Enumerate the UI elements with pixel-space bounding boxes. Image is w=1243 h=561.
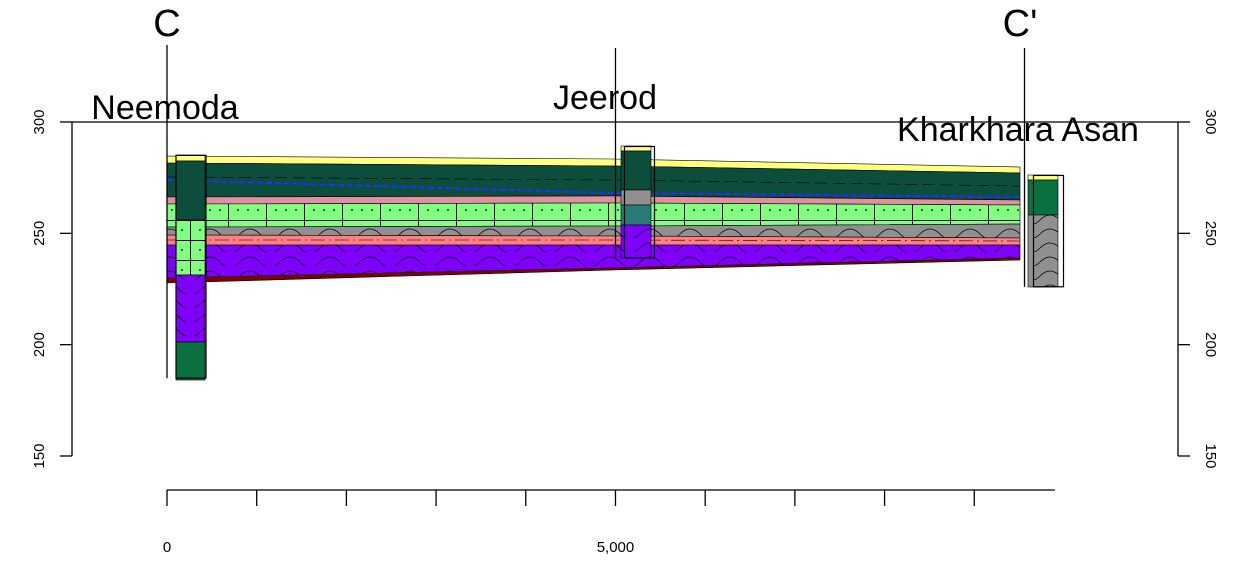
section-label: C <box>153 3 180 45</box>
y-tick-label: 150 <box>1202 443 1219 468</box>
y-tick-label: 250 <box>1202 221 1219 246</box>
y-tick-label: 200 <box>31 332 48 357</box>
well-unit <box>620 224 652 259</box>
x-tick-label: 5,000 <box>597 539 635 556</box>
well-unit <box>175 341 206 381</box>
y-tick-label: 200 <box>1202 332 1219 357</box>
well-unit <box>620 204 652 226</box>
well-name: Jeerod <box>553 79 657 117</box>
y-tick-label: 300 <box>1202 109 1219 134</box>
well-unit <box>620 150 652 191</box>
y-tick-label: 150 <box>31 443 48 468</box>
well-unit <box>175 274 206 343</box>
well-unit <box>1027 179 1059 216</box>
well-column <box>1032 174 1065 288</box>
section-label: C' <box>1003 3 1038 45</box>
well-unit <box>620 189 652 206</box>
y-tick-label: 300 <box>31 109 48 134</box>
water-line <box>166 179 1021 198</box>
layer <box>166 202 1021 228</box>
x-tick-label: 0 <box>163 539 171 556</box>
well-unit <box>175 160 206 221</box>
strata <box>166 155 1021 284</box>
well-column <box>175 154 207 379</box>
well-name: Kharkhara Asan <box>897 111 1139 149</box>
y-tick-label: 250 <box>31 221 48 246</box>
well-name: Neemoda <box>91 89 239 127</box>
contact-line <box>166 176 1021 187</box>
contact-line <box>167 239 1021 242</box>
well-unit <box>1027 214 1059 288</box>
well-column <box>623 145 656 259</box>
well-unit <box>175 219 206 276</box>
